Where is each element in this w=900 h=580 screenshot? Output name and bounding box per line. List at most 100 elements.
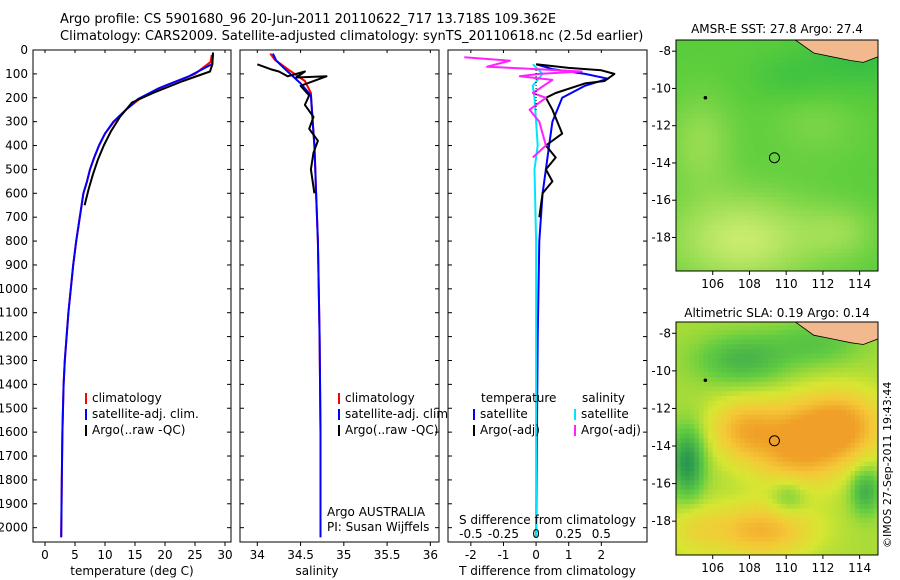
field-cell bbox=[795, 423, 801, 429]
field-cell bbox=[689, 461, 695, 467]
field-cell bbox=[694, 75, 700, 81]
field-cell bbox=[758, 409, 764, 415]
field-cell bbox=[680, 135, 686, 142]
field-cell bbox=[721, 409, 728, 415]
field-cell bbox=[777, 404, 783, 410]
field-cell bbox=[813, 498, 819, 504]
field-cell bbox=[726, 409, 732, 415]
field-cell bbox=[786, 252, 792, 258]
field-cell bbox=[822, 168, 829, 174]
field-cell bbox=[731, 367, 737, 373]
field-cell bbox=[763, 145, 769, 151]
x-axis-label: salinity bbox=[296, 564, 339, 578]
field-cell bbox=[832, 447, 838, 453]
field-cell bbox=[712, 80, 718, 86]
field-cell bbox=[818, 418, 824, 425]
field-cell bbox=[763, 66, 769, 72]
field-cell bbox=[850, 428, 856, 434]
field-cell bbox=[832, 503, 838, 509]
field-cell bbox=[790, 526, 796, 533]
differences-frame bbox=[447, 49, 648, 543]
field-cell bbox=[809, 168, 815, 174]
field-cell bbox=[781, 40, 787, 44]
field-cell bbox=[809, 56, 815, 63]
field-cell bbox=[758, 94, 764, 100]
field-cell bbox=[818, 131, 824, 137]
field-cell bbox=[685, 536, 691, 542]
field-cell bbox=[864, 145, 870, 151]
field-cell bbox=[749, 205, 755, 212]
field-cell bbox=[772, 540, 778, 547]
field-cell bbox=[777, 224, 783, 230]
field-cell bbox=[790, 479, 796, 486]
field-cell bbox=[781, 103, 787, 109]
field-cell bbox=[767, 182, 773, 188]
field-cell bbox=[777, 140, 783, 146]
field-cell bbox=[731, 343, 737, 349]
field-cell bbox=[777, 219, 783, 226]
field-cell bbox=[850, 266, 856, 271]
field-cell bbox=[800, 159, 806, 165]
field-cell bbox=[836, 536, 842, 542]
field-cell bbox=[804, 362, 810, 368]
field-cell bbox=[685, 442, 691, 448]
field-cell bbox=[763, 168, 769, 174]
field-cell bbox=[767, 210, 773, 216]
field-cell bbox=[836, 540, 842, 547]
field-cell bbox=[676, 168, 682, 174]
field-cell bbox=[744, 470, 751, 476]
field-cell bbox=[804, 343, 810, 349]
field-cell bbox=[735, 400, 741, 406]
field-cell bbox=[822, 261, 829, 267]
field-cell bbox=[845, 252, 852, 258]
field-cell bbox=[790, 423, 796, 429]
field-cell bbox=[772, 428, 778, 434]
field-cell bbox=[740, 353, 746, 359]
field-cell bbox=[873, 531, 878, 537]
field-cell bbox=[758, 385, 764, 392]
field-cell bbox=[767, 84, 773, 90]
field-cell bbox=[740, 122, 746, 128]
field-cell bbox=[708, 395, 714, 401]
field-cell bbox=[845, 140, 852, 146]
field-cell bbox=[818, 149, 824, 156]
field-cell bbox=[850, 385, 856, 392]
field-cell bbox=[836, 215, 842, 221]
field-cell bbox=[818, 247, 824, 253]
field-cell bbox=[836, 131, 842, 137]
field-cell bbox=[749, 418, 755, 425]
field-cell bbox=[818, 61, 824, 67]
field-cell bbox=[767, 512, 773, 518]
field-cell bbox=[717, 40, 723, 44]
field-cell bbox=[735, 451, 741, 457]
field-cell bbox=[689, 348, 695, 354]
field-cell bbox=[800, 437, 806, 443]
field-cell bbox=[680, 131, 686, 137]
field-cell bbox=[850, 70, 856, 76]
field-cell bbox=[717, 338, 723, 345]
field-cell bbox=[841, 145, 847, 151]
field-cell bbox=[754, 75, 760, 81]
field-cell bbox=[868, 233, 874, 239]
field-cell bbox=[685, 390, 691, 396]
field-cell bbox=[827, 94, 833, 100]
field-cell bbox=[680, 40, 686, 44]
field-cell bbox=[827, 503, 833, 509]
field-cell bbox=[841, 205, 847, 212]
field-cell bbox=[703, 66, 709, 72]
field-cell bbox=[864, 261, 870, 267]
y-tick-label: -18 bbox=[651, 230, 671, 244]
field-cell bbox=[726, 442, 732, 448]
field-cell bbox=[754, 526, 760, 533]
field-cell bbox=[763, 117, 769, 123]
field-cell bbox=[818, 550, 824, 555]
field-cell bbox=[864, 522, 870, 528]
field-cell bbox=[726, 80, 732, 86]
field-cell bbox=[781, 456, 787, 462]
field-cell bbox=[712, 56, 718, 63]
field-cell bbox=[721, 52, 728, 58]
field-cell bbox=[781, 252, 787, 258]
field-cell bbox=[864, 182, 870, 188]
field-cell bbox=[832, 126, 838, 132]
field-cell bbox=[676, 135, 682, 142]
